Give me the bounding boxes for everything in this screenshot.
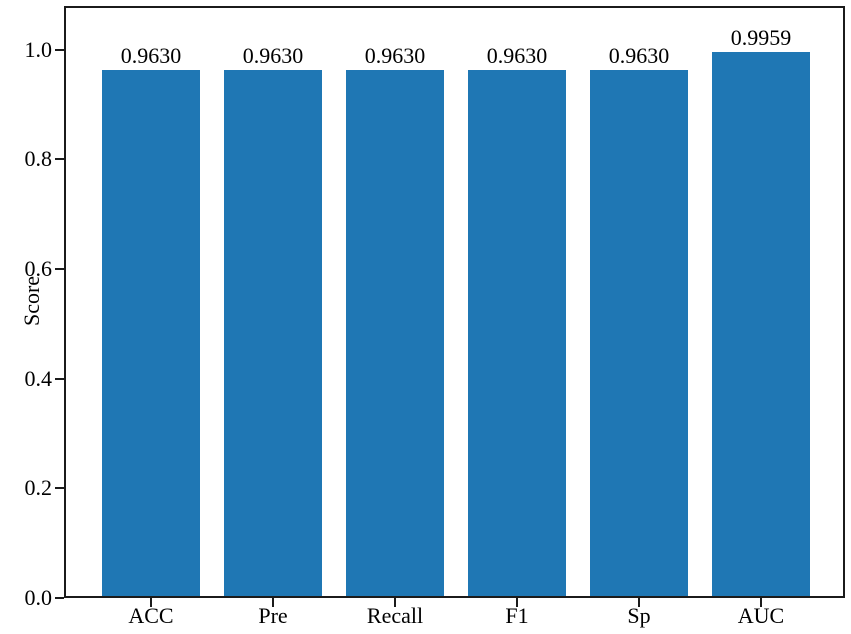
y-tick-mark bbox=[55, 48, 64, 51]
x-tick-label-auc: AUC bbox=[737, 603, 785, 628]
bar-pre: 0.9630 bbox=[224, 45, 322, 596]
y-tick-label: 0.0 bbox=[24, 585, 53, 610]
bar-value-label: 0.9630 bbox=[120, 43, 182, 69]
x-tick-label-acc: ACC bbox=[128, 603, 174, 628]
y-tick-label: 0.8 bbox=[24, 146, 53, 172]
bar-auc: 0.9959 bbox=[712, 27, 810, 596]
y-tick-mark bbox=[55, 377, 64, 380]
y-tick-label: 0.2 bbox=[24, 475, 53, 501]
plot-area: 0.9630 0.9630 0.9630 0.9630 0.9630 0.9959 bbox=[64, 6, 845, 598]
y-tick-label: 0.6 bbox=[24, 256, 53, 282]
bar-value-label: 0.9959 bbox=[730, 25, 792, 51]
bar-value-label: 0.9630 bbox=[242, 43, 304, 69]
bar-f1: 0.9630 bbox=[468, 45, 566, 596]
bar-sp: 0.9630 bbox=[590, 45, 688, 596]
x-tick-mark bbox=[272, 598, 274, 607]
x-tick-mark bbox=[394, 598, 396, 607]
y-tick-mark bbox=[55, 268, 64, 271]
x-tick-label-recall: Recall bbox=[366, 603, 424, 628]
y-tick-mark bbox=[55, 158, 64, 161]
bar-value-label: 0.9630 bbox=[364, 43, 426, 69]
x-tick-mark bbox=[150, 598, 152, 607]
bar-acc: 0.9630 bbox=[102, 45, 200, 596]
x-tick-mark bbox=[760, 598, 762, 607]
y-tick-label: 0.4 bbox=[24, 365, 53, 391]
bars-track: 0.9630 0.9630 0.9630 0.9630 0.9630 0.9959 bbox=[102, 8, 810, 596]
x-tick-label-pre: Pre bbox=[258, 603, 288, 628]
x-tick-mark bbox=[516, 598, 518, 607]
bar-value-label: 0.9630 bbox=[486, 43, 548, 69]
y-tick-label: 1.0 bbox=[24, 36, 53, 62]
x-tick-label-f1: F1 bbox=[505, 603, 529, 628]
bar-value-label: 0.9630 bbox=[608, 43, 670, 69]
y-tick-mark bbox=[55, 487, 64, 490]
y-axis-title: Score bbox=[19, 275, 44, 327]
x-tick-mark bbox=[638, 598, 640, 607]
bar-recall: 0.9630 bbox=[346, 45, 444, 596]
x-tick-label-sp: Sp bbox=[627, 603, 651, 628]
y-tick-mark bbox=[55, 597, 64, 599]
